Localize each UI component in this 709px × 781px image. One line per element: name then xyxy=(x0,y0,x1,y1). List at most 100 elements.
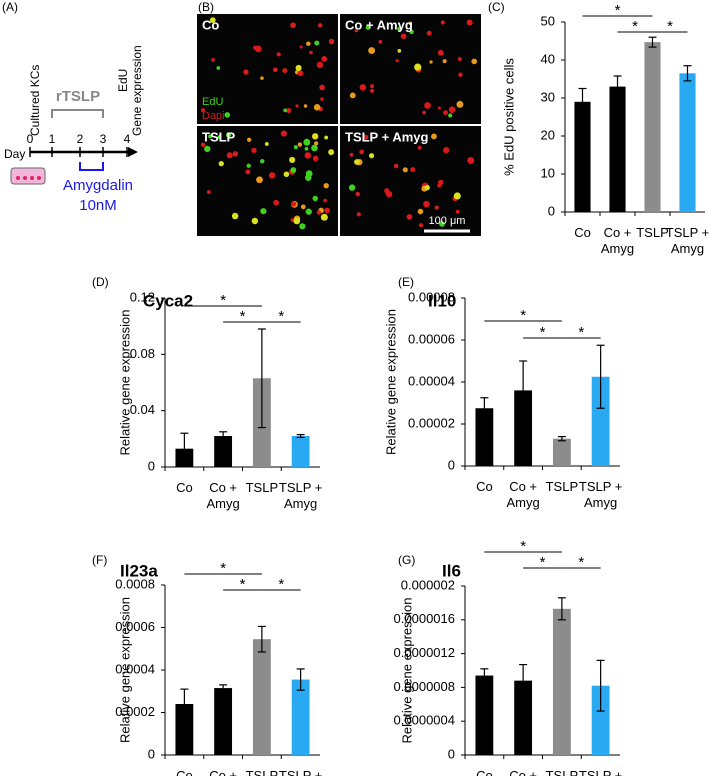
edu-nucleus xyxy=(312,195,318,202)
error-bar xyxy=(596,659,605,712)
day-number: 2 xyxy=(77,132,84,146)
chart: (D) Cyca2 Relative gene expression 0 0.04 0.0… xyxy=(92,275,322,511)
nucleus xyxy=(370,84,375,89)
y-tick-label: 0.0006 xyxy=(115,619,155,634)
bar xyxy=(291,679,310,755)
nucleus xyxy=(323,183,329,189)
legend-entry: Dapi xyxy=(202,110,225,122)
panel-label: (D) xyxy=(92,275,109,289)
nucleus xyxy=(356,212,361,217)
x-tick-label: TSLP xyxy=(246,768,279,776)
significance-label: * xyxy=(540,554,546,571)
y-tick-label: 0.04 xyxy=(130,402,155,417)
edu-nucleus xyxy=(368,153,375,159)
nucleus xyxy=(316,61,324,69)
legend-entry: EdU xyxy=(202,96,223,108)
panel-label: (G) xyxy=(398,553,415,567)
nucleus xyxy=(200,142,206,148)
bar xyxy=(609,86,626,212)
edu-nucleus xyxy=(397,26,402,32)
bar xyxy=(552,608,571,755)
bar xyxy=(291,436,310,467)
edu-nucleus xyxy=(251,217,259,225)
error-bar xyxy=(480,668,489,683)
nucleus xyxy=(297,70,304,77)
scale-bar-label: 100 μm xyxy=(429,215,466,227)
edu-nucleus xyxy=(259,159,265,164)
nucleus xyxy=(400,33,407,40)
edu-nucleus xyxy=(299,223,306,230)
day-number: 1 xyxy=(49,132,56,146)
y-tick-label: 0.0000004 xyxy=(394,713,455,728)
y-axis-label: Relative gene expression xyxy=(117,597,132,743)
x-tick-label: Co +Amyg xyxy=(207,768,240,776)
edu-nucleus xyxy=(264,142,269,146)
edu-nucleus xyxy=(354,159,360,165)
bar xyxy=(214,688,233,755)
edu-nucleus xyxy=(409,29,414,35)
edu-nucleus xyxy=(311,144,318,152)
bar xyxy=(591,685,610,755)
nucleus xyxy=(313,104,321,111)
nucleus xyxy=(431,133,437,140)
error-bar xyxy=(219,684,228,692)
significance-label: * xyxy=(667,18,673,35)
y-axis-label: Relative gene expression xyxy=(117,310,132,456)
nucleus xyxy=(245,169,251,175)
nucleus xyxy=(323,198,328,203)
bar xyxy=(175,704,194,755)
bar xyxy=(475,408,494,466)
nucleus xyxy=(438,179,444,186)
x-tick-label: Co +Amyg xyxy=(507,479,540,510)
significance-label: * xyxy=(220,292,226,309)
day-label: Day xyxy=(4,147,25,161)
y-tick-label: 0.0000016 xyxy=(394,611,455,626)
edu-nucleus xyxy=(303,138,311,146)
y-tick-label: 20 xyxy=(541,127,555,142)
nucleus xyxy=(402,167,408,173)
significance-label: * xyxy=(278,308,284,325)
nucleus xyxy=(268,172,276,179)
nucleus xyxy=(429,60,433,64)
nucleus xyxy=(320,97,324,101)
nucleus xyxy=(457,57,462,62)
micrograph-label: TSLP xyxy=(202,129,236,144)
edu-nucleus xyxy=(424,185,430,191)
panel-label: (E) xyxy=(398,275,414,289)
nucleus xyxy=(423,200,430,208)
edu-nucleus xyxy=(224,112,231,118)
edu-nucleus xyxy=(453,192,461,200)
readout-label: EdU xyxy=(116,69,130,92)
x-tick-label: Co xyxy=(176,768,193,776)
nucleus xyxy=(324,207,330,214)
edu-nucleus xyxy=(293,217,301,225)
x-tick-label: TSLP +Amyg xyxy=(579,768,622,776)
nucleus xyxy=(424,102,431,109)
y-tick-label: 30 xyxy=(541,89,555,104)
nucleus xyxy=(395,59,399,63)
nucleus xyxy=(455,209,460,214)
day-number: 3 xyxy=(100,132,107,146)
nucleus xyxy=(434,205,439,210)
chart: (E) Il10 Relative gene expression 0 0.00002 0… xyxy=(383,275,622,510)
culture-dish xyxy=(10,167,46,185)
error-bar xyxy=(257,625,266,653)
x-tick-label: TSLP +Amyg xyxy=(279,480,322,511)
micrographs: (B) Co Co + Amyg TSLP TSLP + Amyg EdU Dapi 100… xyxy=(197,0,481,236)
significance-label: * xyxy=(578,324,584,341)
nucleus xyxy=(456,100,464,108)
arrow-head xyxy=(128,147,138,157)
edu-nucleus xyxy=(290,167,297,173)
nucleus xyxy=(440,20,445,25)
nucleus xyxy=(318,23,323,28)
edu-nucleus xyxy=(311,133,319,140)
nucleus xyxy=(312,155,319,162)
significance-label: * xyxy=(540,324,546,341)
edu-nucleus xyxy=(208,134,213,139)
edu-nucleus xyxy=(289,156,296,164)
significance-label: * xyxy=(578,554,584,571)
edu-nucleus xyxy=(260,208,267,215)
y-axis-label: Relative gene expression xyxy=(383,309,398,455)
